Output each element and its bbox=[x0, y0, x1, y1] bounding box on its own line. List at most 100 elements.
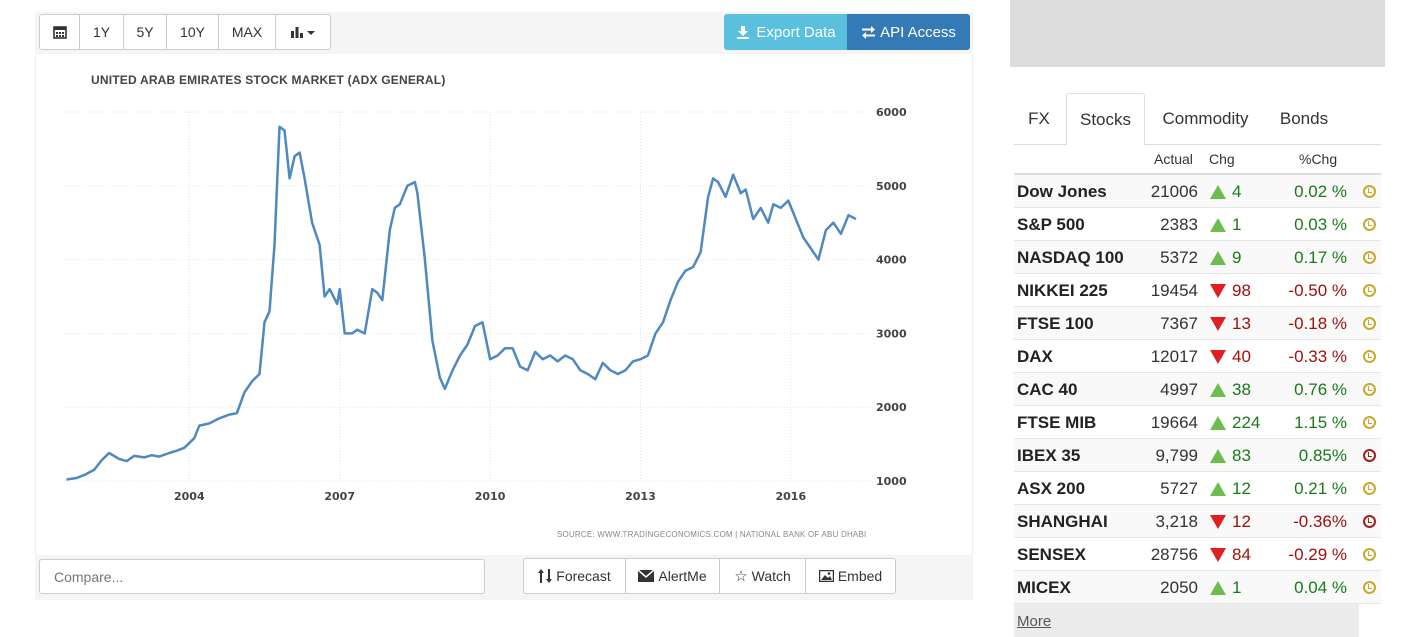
row-name[interactable]: FTSE 100 bbox=[1017, 314, 1094, 333]
table-row[interactable]: MICEX 2050 1 0.04 % bbox=[1014, 571, 1381, 604]
row-percent-change: 0.03 % bbox=[1294, 215, 1347, 234]
row-name[interactable]: MICEX bbox=[1017, 578, 1071, 597]
table-row[interactable]: FTSE MIB 19664 224 1.15 % bbox=[1014, 406, 1381, 439]
arrow-up-icon bbox=[1210, 581, 1226, 595]
row-percent-change: 0.85% bbox=[1298, 446, 1347, 465]
tab-stocks[interactable]: Stocks bbox=[1066, 93, 1145, 146]
range-10y-button[interactable]: 10Y bbox=[166, 14, 219, 50]
table-row[interactable]: SHANGHAI 3,218 12 -0.36% bbox=[1014, 505, 1381, 538]
row-percent-change: -0.50 % bbox=[1288, 281, 1347, 300]
row-name[interactable]: Dow Jones bbox=[1017, 182, 1107, 201]
x-tick-label: 2007 bbox=[324, 490, 355, 503]
row-name[interactable]: SHANGHAI bbox=[1017, 512, 1108, 531]
range-5y-button[interactable]: 5Y bbox=[123, 14, 167, 50]
row-name[interactable]: NIKKEI 225 bbox=[1017, 281, 1108, 300]
clock-icon bbox=[1363, 317, 1376, 330]
row-name[interactable]: FTSE MIB bbox=[1017, 413, 1097, 432]
api-access-button[interactable]: API Access bbox=[847, 14, 970, 50]
tab-commodity[interactable]: Commodity bbox=[1162, 109, 1249, 128]
star-icon: ☆ bbox=[734, 568, 748, 585]
arrow-up-icon bbox=[1210, 482, 1226, 496]
watch-label: Watch bbox=[751, 568, 791, 584]
row-name[interactable]: S&P 500 bbox=[1017, 215, 1085, 234]
image-icon bbox=[818, 570, 834, 582]
row-name[interactable]: CAC 40 bbox=[1017, 380, 1078, 399]
more-link[interactable]: More bbox=[1017, 613, 1052, 630]
y-tick-label: 6000 bbox=[876, 106, 907, 119]
forecast-button[interactable]: Forecast bbox=[523, 558, 626, 594]
table-row[interactable]: IBEX 35 9,799 83 0.85% bbox=[1014, 439, 1381, 472]
header-pct: %Chg bbox=[1299, 151, 1338, 167]
table-row[interactable]: NIKKEI 225 19454 98 -0.50 % bbox=[1014, 274, 1381, 307]
header-chg: Chg bbox=[1209, 151, 1235, 167]
row-name[interactable]: ASX 200 bbox=[1017, 479, 1086, 498]
row-actual: 28756 bbox=[1150, 545, 1198, 564]
row-percent-change: 0.76 % bbox=[1294, 380, 1347, 399]
arrow-down-icon bbox=[1210, 548, 1226, 562]
clock-icon bbox=[1363, 581, 1376, 594]
row-change: 13 bbox=[1232, 314, 1251, 333]
table-row[interactable]: ASX 200 5727 12 0.21 % bbox=[1014, 472, 1381, 505]
table-row[interactable]: SENSEX 28756 84 -0.29 % bbox=[1014, 538, 1381, 571]
row-percent-change: 1.15 % bbox=[1294, 413, 1347, 432]
x-tick-label: 2004 bbox=[174, 490, 205, 503]
row-percent-change: 0.17 % bbox=[1294, 248, 1347, 267]
arrow-up-icon bbox=[1210, 449, 1226, 463]
row-change: 98 bbox=[1232, 281, 1251, 300]
arrow-up-icon bbox=[1210, 383, 1226, 397]
row-name[interactable]: NASDAQ 100 bbox=[1017, 248, 1124, 267]
row-actual: 3,218 bbox=[1155, 512, 1198, 531]
exchange-icon bbox=[862, 25, 876, 39]
embed-label: Embed bbox=[837, 568, 883, 584]
chart-bottom-bar: Forecast AlertMe ☆ Watch Embed bbox=[35, 555, 973, 600]
arrow-up-icon bbox=[1210, 218, 1226, 232]
clock-icon bbox=[1363, 449, 1376, 462]
chart-type-dropdown[interactable] bbox=[275, 14, 331, 50]
range-max-button[interactable]: MAX bbox=[218, 14, 276, 50]
tab-fx[interactable]: FX bbox=[1028, 109, 1050, 128]
row-actual: 2050 bbox=[1160, 578, 1198, 597]
embed-button[interactable]: Embed bbox=[805, 558, 896, 594]
range-1y-button[interactable]: 1Y bbox=[79, 14, 124, 50]
header-actual: Actual bbox=[1154, 151, 1193, 167]
clock-icon bbox=[1363, 218, 1376, 231]
table-row[interactable]: NASDAQ 100 5372 9 0.17 % bbox=[1014, 241, 1381, 274]
market-table-body: Dow Jones 21006 4 0.02 % S&P 500 2383 1 0.03 % N… bbox=[1014, 175, 1381, 604]
chart-source: SOURCE: WWW.TRADINGECONOMICS.COM | NATIO… bbox=[557, 530, 867, 539]
chart-container: UNITED ARAB EMIRATES STOCK MARKET (ADX G… bbox=[35, 55, 973, 555]
row-name[interactable]: DAX bbox=[1017, 347, 1053, 366]
arrow-down-icon bbox=[1210, 515, 1226, 529]
row-change: 40 bbox=[1232, 347, 1251, 366]
table-row[interactable]: CAC 40 4997 38 0.76 % bbox=[1014, 373, 1381, 406]
tab-bonds[interactable]: Bonds bbox=[1279, 109, 1329, 128]
y-tick-label: 5000 bbox=[876, 180, 907, 193]
row-actual: 4997 bbox=[1160, 380, 1198, 399]
arrow-up-icon bbox=[1210, 251, 1226, 265]
watch-button[interactable]: ☆ Watch bbox=[719, 558, 806, 594]
row-name[interactable]: SENSEX bbox=[1017, 545, 1086, 564]
arrow-down-icon bbox=[1210, 350, 1226, 364]
export-data-button[interactable]: Export Data bbox=[724, 14, 848, 50]
row-change: 38 bbox=[1232, 380, 1251, 399]
table-row[interactable]: FTSE 100 7367 13 -0.18 % bbox=[1014, 307, 1381, 340]
row-name[interactable]: IBEX 35 bbox=[1017, 446, 1081, 465]
table-row[interactable]: S&P 500 2383 1 0.03 % bbox=[1014, 208, 1381, 241]
row-actual: 19454 bbox=[1150, 281, 1198, 300]
line-chart[interactable]: 1000 2000 3000 4000 5000 6000 2004 2007 2010 2013… bbox=[36, 55, 974, 555]
table-row[interactable]: DAX 12017 40 -0.33 % bbox=[1014, 340, 1381, 373]
ad-placeholder bbox=[1010, 0, 1385, 67]
row-actual: 5727 bbox=[1160, 479, 1198, 498]
calendar-button[interactable] bbox=[39, 14, 80, 50]
calendar-icon bbox=[52, 26, 67, 39]
arrow-up-icon bbox=[1210, 185, 1226, 199]
forecast-label: Forecast bbox=[556, 568, 611, 584]
compare-input[interactable] bbox=[39, 559, 485, 594]
market-table: Actual Chg %Chg Dow Jones 21006 4 0.02 % S&P… bbox=[1014, 145, 1381, 637]
table-row[interactable]: Dow Jones 21006 4 0.02 % bbox=[1014, 175, 1381, 208]
row-actual: 12017 bbox=[1150, 347, 1198, 366]
row-percent-change: 0.04 % bbox=[1294, 578, 1347, 597]
clock-icon bbox=[1363, 251, 1376, 264]
row-actual: 7367 bbox=[1160, 314, 1198, 333]
alertme-button[interactable]: AlertMe bbox=[625, 558, 720, 594]
row-change: 1 bbox=[1232, 215, 1242, 234]
